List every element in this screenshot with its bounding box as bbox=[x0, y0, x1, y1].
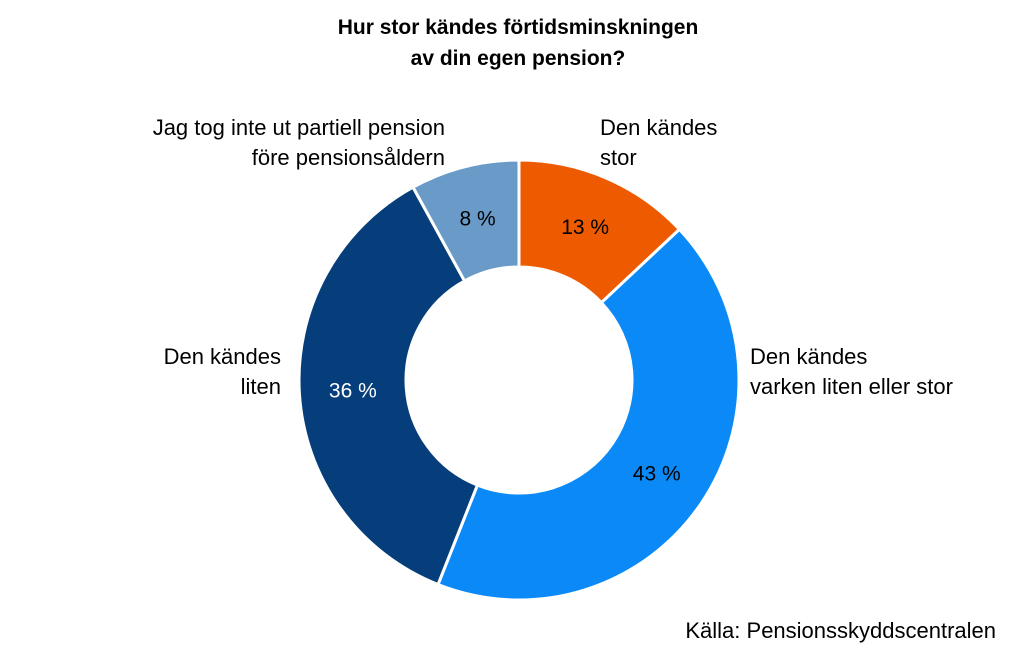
slice-category-label-line: före pensionsåldern bbox=[252, 145, 445, 170]
slice-category-label-line: liten bbox=[241, 374, 281, 399]
slice-category-label-2: Den kändes varken liten eller stor bbox=[750, 344, 953, 399]
slice-category-label-line: Den kändes bbox=[164, 344, 281, 369]
slice-category-label-line: stor bbox=[600, 145, 637, 170]
donut-slice-4 bbox=[410, 158, 521, 284]
slice-category-label-line: varken liten eller stor bbox=[750, 374, 953, 399]
slice-category-label-4: Jag tog inte ut partiell pension före pen… bbox=[153, 115, 445, 170]
donut-slice-2 bbox=[436, 227, 741, 602]
slice-value-label-1: 13 % bbox=[561, 216, 609, 239]
slice-category-label-line: Den kändes bbox=[750, 344, 867, 369]
chart-title-line-1: Hur stor kändes förtidsminskningen bbox=[338, 16, 699, 39]
slice-category-label-line: Jag tog inte ut partiell pension bbox=[153, 115, 445, 140]
chart-title-line-2: av din egen pension? bbox=[411, 47, 626, 70]
slice-value-label-3: 36 % bbox=[329, 379, 377, 402]
donut-value-labels: 13 % 43 % 36 % 8 % bbox=[329, 208, 681, 486]
slice-category-label-1: Den kändes stor bbox=[600, 115, 717, 170]
slice-category-label-3: Den kändes liten bbox=[164, 344, 281, 399]
slice-value-label-4: 8 % bbox=[459, 208, 495, 231]
donut-slice-3 bbox=[297, 185, 480, 587]
slice-category-label-line: Den kändes bbox=[600, 115, 717, 140]
donut-category-labels: Den kändes stor Den kändes varken liten ell… bbox=[153, 115, 953, 399]
donut-slices bbox=[297, 158, 741, 602]
slice-value-label-2: 43 % bbox=[633, 463, 681, 486]
source-note: Källa: Pensionsskyddscentralen bbox=[685, 618, 996, 643]
